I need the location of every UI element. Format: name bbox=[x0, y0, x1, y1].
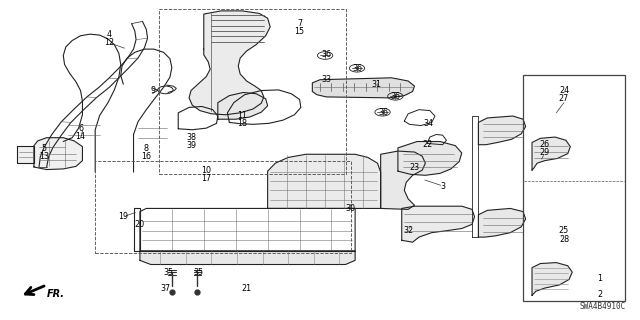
Bar bbox=[95, 161, 351, 253]
Text: 31: 31 bbox=[371, 80, 381, 89]
Text: 24: 24 bbox=[559, 86, 569, 95]
Polygon shape bbox=[17, 146, 34, 163]
Text: 16: 16 bbox=[141, 152, 151, 161]
Text: 34: 34 bbox=[424, 119, 433, 128]
Text: 9: 9 bbox=[150, 86, 156, 95]
Polygon shape bbox=[218, 92, 268, 119]
Text: 8: 8 bbox=[144, 144, 148, 153]
Text: 23: 23 bbox=[410, 163, 420, 172]
Text: 22: 22 bbox=[422, 140, 433, 149]
Text: 11: 11 bbox=[237, 111, 247, 120]
Text: 36: 36 bbox=[390, 92, 401, 101]
Text: 28: 28 bbox=[559, 235, 569, 244]
Text: 33: 33 bbox=[321, 75, 332, 84]
Text: 1: 1 bbox=[597, 274, 602, 283]
Polygon shape bbox=[402, 206, 474, 242]
Polygon shape bbox=[140, 251, 355, 265]
Polygon shape bbox=[268, 154, 381, 208]
Text: 12: 12 bbox=[104, 38, 115, 47]
Text: 7: 7 bbox=[297, 19, 302, 28]
Text: 32: 32 bbox=[403, 226, 413, 235]
Text: 35: 35 bbox=[194, 268, 204, 277]
Text: 25: 25 bbox=[559, 226, 569, 235]
Text: 36: 36 bbox=[352, 64, 362, 73]
Text: SWA4B4910C: SWA4B4910C bbox=[579, 302, 625, 311]
Text: 18: 18 bbox=[237, 119, 247, 128]
Polygon shape bbox=[532, 263, 572, 295]
Text: 3: 3 bbox=[441, 182, 445, 191]
Polygon shape bbox=[189, 11, 270, 115]
Text: 36: 36 bbox=[321, 50, 332, 59]
Text: 4: 4 bbox=[107, 30, 112, 39]
Text: 21: 21 bbox=[241, 284, 252, 292]
Text: 10: 10 bbox=[202, 166, 211, 175]
Text: 37: 37 bbox=[161, 284, 170, 292]
Text: 29: 29 bbox=[540, 148, 550, 157]
Polygon shape bbox=[34, 138, 83, 170]
Text: 30: 30 bbox=[346, 204, 356, 213]
Text: 6: 6 bbox=[78, 124, 83, 132]
Text: 27: 27 bbox=[559, 94, 569, 103]
Polygon shape bbox=[398, 141, 462, 175]
Text: 2: 2 bbox=[597, 290, 602, 299]
Bar bbox=[159, 9, 346, 174]
Text: 39: 39 bbox=[186, 141, 196, 150]
Polygon shape bbox=[312, 78, 415, 98]
Text: 38: 38 bbox=[186, 133, 196, 142]
Polygon shape bbox=[381, 151, 426, 209]
Polygon shape bbox=[532, 137, 570, 170]
Text: 26: 26 bbox=[540, 140, 550, 149]
Polygon shape bbox=[478, 116, 525, 145]
Text: 19: 19 bbox=[118, 212, 129, 221]
Polygon shape bbox=[478, 208, 525, 237]
Bar bbox=[523, 75, 625, 301]
Text: 17: 17 bbox=[201, 174, 211, 183]
Text: 20: 20 bbox=[135, 220, 145, 229]
Text: 36: 36 bbox=[379, 108, 389, 117]
Text: 15: 15 bbox=[294, 27, 305, 36]
Text: 35: 35 bbox=[163, 268, 173, 277]
Text: 13: 13 bbox=[39, 152, 49, 161]
Text: 5: 5 bbox=[42, 144, 47, 153]
Text: 14: 14 bbox=[76, 132, 86, 140]
Text: FR.: FR. bbox=[47, 289, 65, 299]
